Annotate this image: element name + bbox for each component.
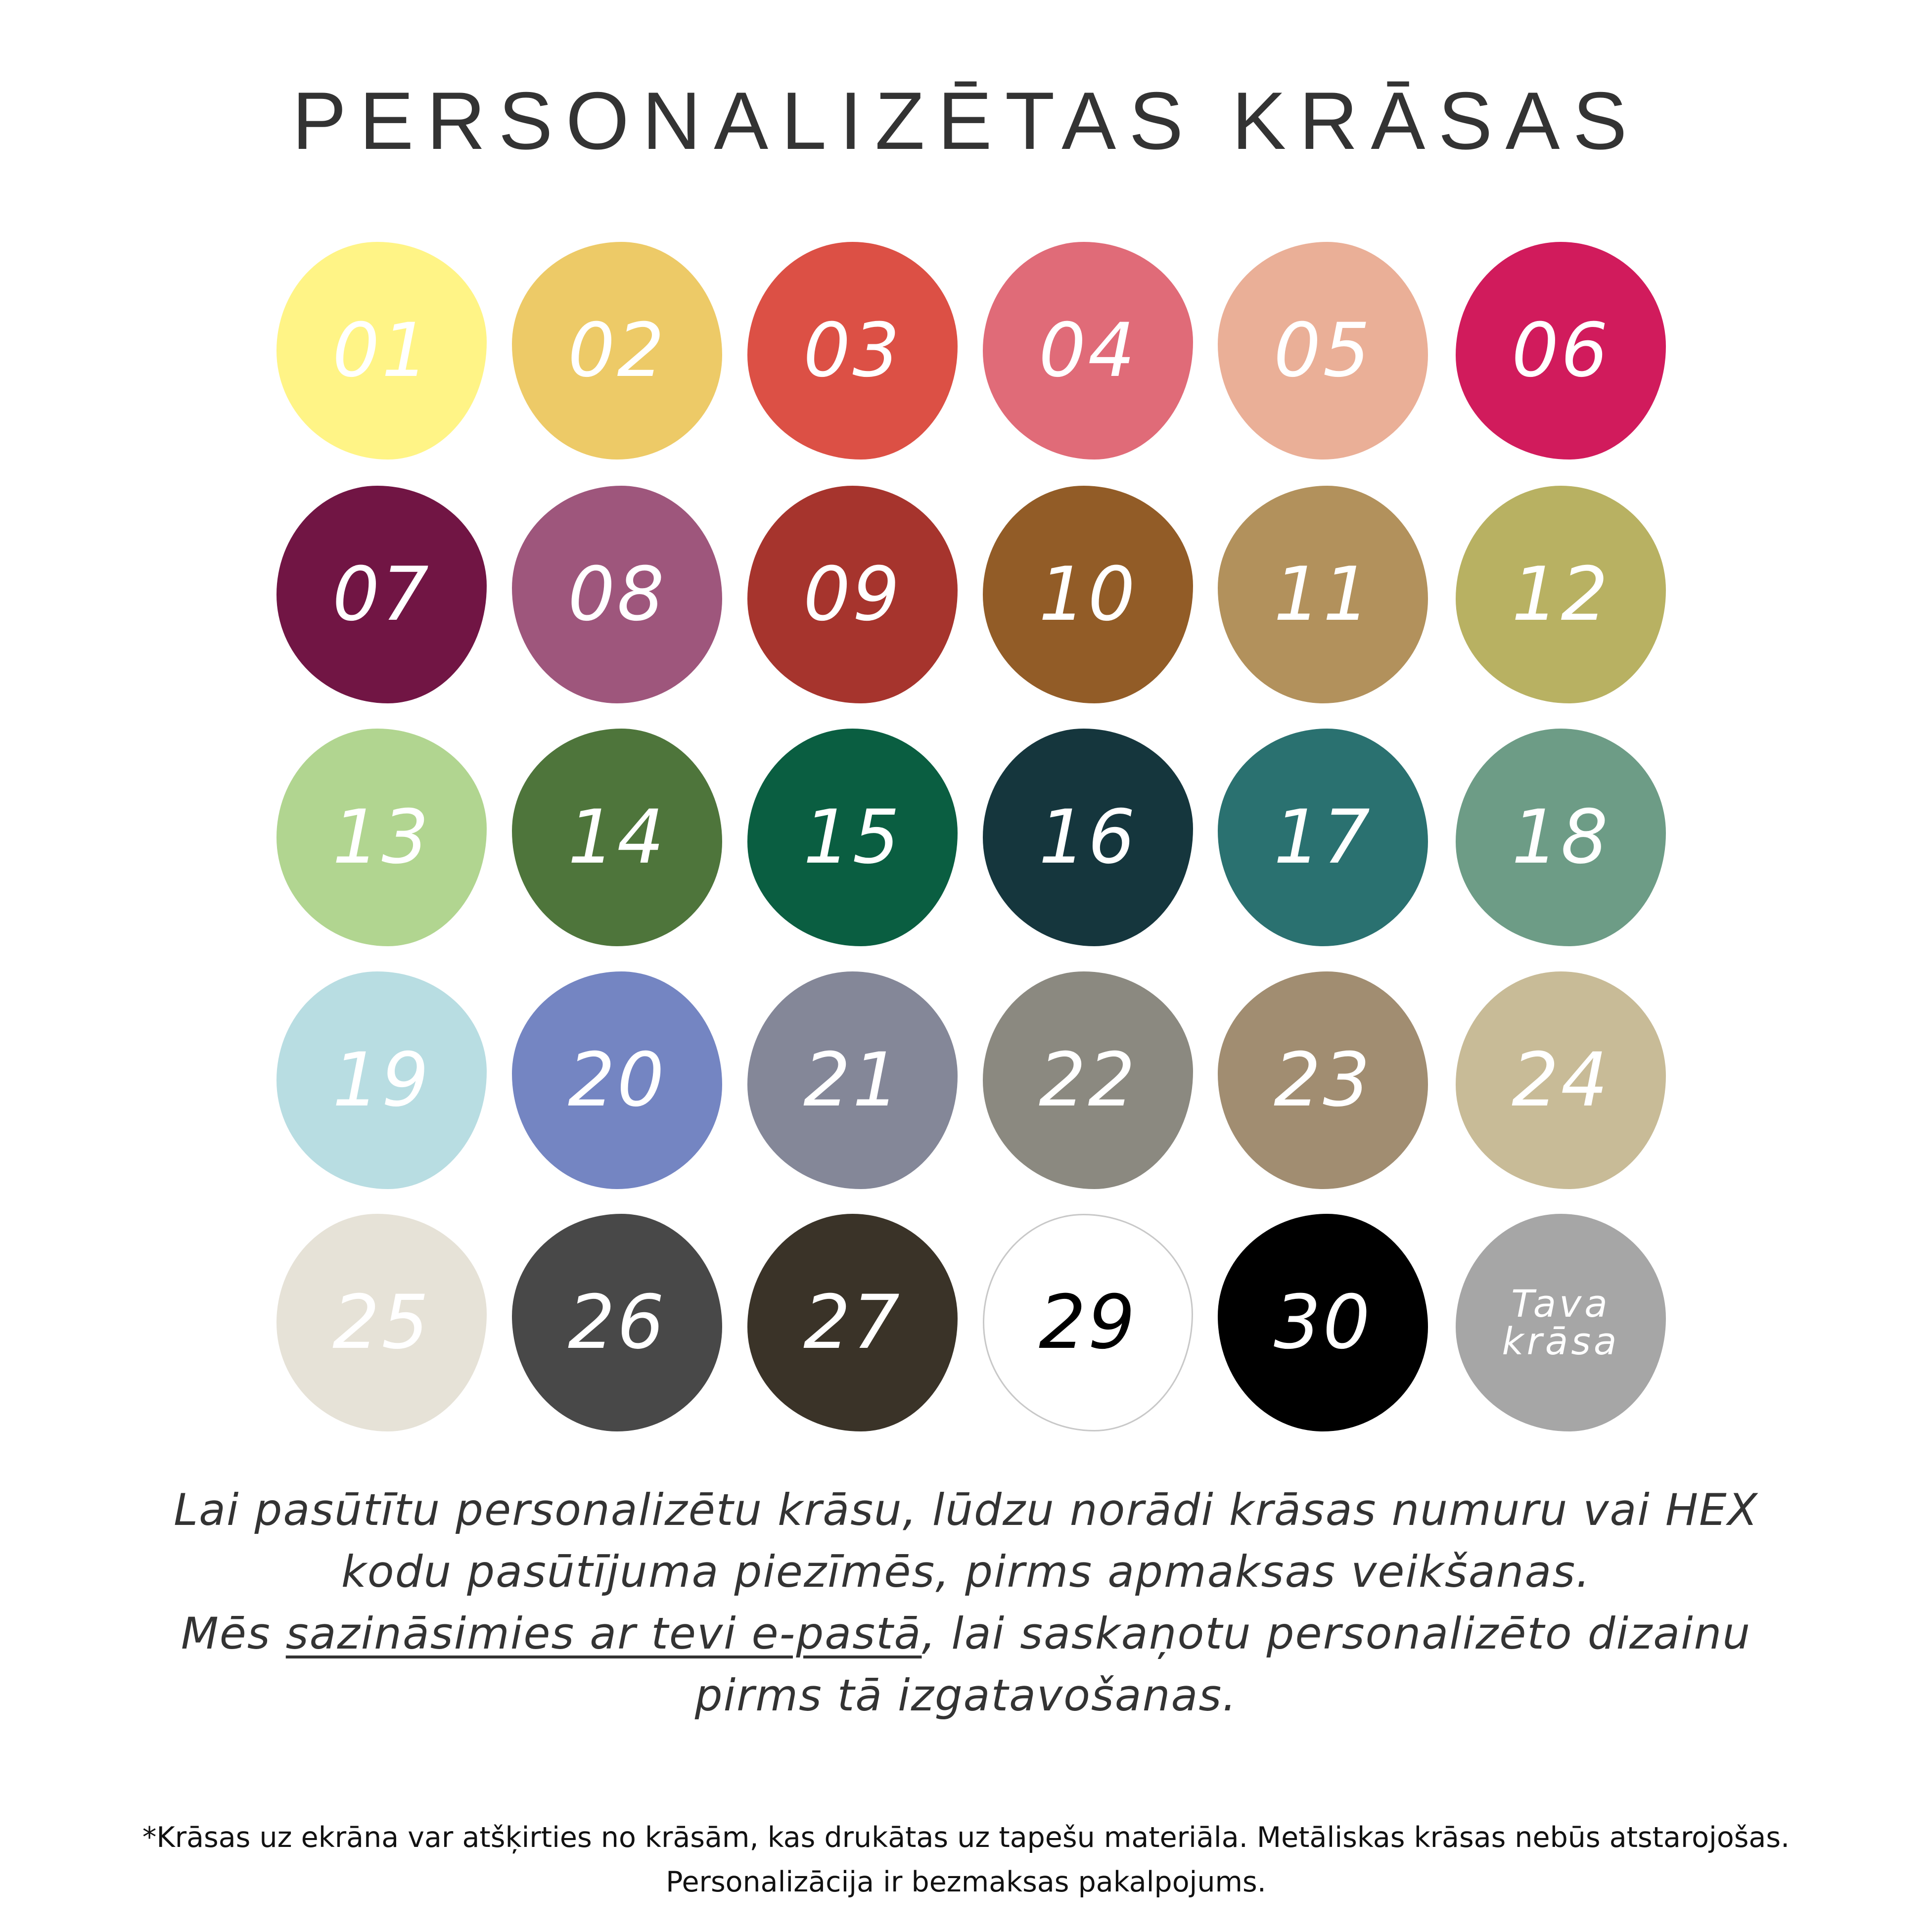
color-swatch[interactable]: Tava krāsa: [1456, 1214, 1666, 1431]
color-swatch[interactable]: 19: [276, 971, 487, 1189]
instructions-text-segment: , lai saskaņotu personalizēto dizainu: [921, 1608, 1751, 1659]
color-swatch[interactable]: 12: [1456, 486, 1666, 703]
color-swatch[interactable]: 01: [276, 242, 487, 460]
instructions-line: kodu pasūtījuma piezīmēs, pirms apmaksas…: [341, 1546, 1591, 1597]
swatch-label: 07: [332, 552, 431, 638]
color-swatch[interactable]: 03: [747, 242, 958, 460]
swatch-label: 02: [568, 308, 666, 394]
color-swatch[interactable]: 13: [276, 729, 487, 946]
color-swatch[interactable]: 06: [1456, 242, 1666, 460]
color-swatch[interactable]: 21: [747, 971, 958, 1189]
swatch-label: 30: [1274, 1280, 1372, 1366]
swatch-label: 18: [1512, 794, 1610, 880]
color-swatch[interactable]: 05: [1218, 242, 1428, 460]
swatch-label: 05: [1274, 308, 1372, 394]
color-swatch[interactable]: 16: [983, 729, 1193, 946]
swatch-label: 23: [1274, 1037, 1372, 1123]
color-swatch[interactable]: 15: [747, 729, 958, 946]
swatch-label: 21: [803, 1037, 902, 1123]
email-contact-link[interactable]: sazināsimies ar tevi e-pastā: [285, 1608, 922, 1659]
swatch-label: 27: [803, 1280, 902, 1366]
color-swatch[interactable]: 02: [512, 242, 722, 460]
swatch-label: 04: [1039, 308, 1137, 394]
color-swatch[interactable]: 24: [1456, 971, 1666, 1189]
swatch-label: 11: [1274, 552, 1372, 638]
swatch-label: 16: [1039, 794, 1137, 880]
color-swatch[interactable]: 04: [983, 242, 1193, 460]
swatch-label: 08: [568, 552, 666, 638]
color-swatch[interactable]: 29: [983, 1214, 1193, 1431]
swatch-label: 19: [332, 1037, 431, 1123]
color-swatch[interactable]: 10: [983, 486, 1193, 703]
swatch-label: 13: [332, 794, 431, 880]
color-swatch[interactable]: 14: [512, 729, 722, 946]
page-title: PERSONALIZĒTAS KRĀSAS: [292, 75, 1640, 166]
swatch-label: 26: [568, 1280, 666, 1366]
swatch-label: 06: [1512, 308, 1610, 394]
swatch-label: 15: [803, 794, 902, 880]
swatch-label: 24: [1512, 1037, 1610, 1123]
swatch-label: 12: [1512, 552, 1610, 638]
instructions-text: Lai pasūtītu personalizētu krāsu, lūdzu …: [0, 1479, 1932, 1726]
color-swatch[interactable]: 07: [276, 486, 487, 703]
color-swatch[interactable]: 30: [1218, 1214, 1428, 1431]
swatch-label: 29: [1039, 1280, 1137, 1366]
color-swatch[interactable]: 20: [512, 971, 722, 1189]
swatch-label: Tava krāsa: [1502, 1282, 1620, 1363]
instructions-line: Lai pasūtītu personalizētu krāsu, lūdzu …: [174, 1484, 1758, 1535]
swatch-label: 14: [568, 794, 666, 880]
swatch-label: 17: [1274, 794, 1372, 880]
color-swatch[interactable]: 23: [1218, 971, 1428, 1189]
color-swatch[interactable]: 26: [512, 1214, 722, 1431]
footer-note: *Krāsas uz ekrāna var atšķirties no krās…: [0, 1815, 1932, 1904]
color-swatch[interactable]: 09: [747, 486, 958, 703]
footer-line: Personalizācija ir bezmaksas pakalpojums…: [666, 1866, 1266, 1898]
footer-line: *Krāsas uz ekrāna var atšķirties no krās…: [142, 1821, 1790, 1854]
color-swatch[interactable]: 18: [1456, 729, 1666, 946]
color-swatch[interactable]: 08: [512, 486, 722, 703]
swatch-label: 25: [332, 1280, 431, 1366]
instructions-line: Mēs sazināsimies ar tevi e-pastā, lai sa…: [0, 1603, 1932, 1664]
swatch-label: 01: [332, 308, 431, 394]
color-swatch[interactable]: 11: [1218, 486, 1428, 703]
swatch-label: 10: [1039, 552, 1137, 638]
color-swatch[interactable]: 27: [747, 1214, 958, 1431]
swatch-label: 22: [1039, 1037, 1137, 1123]
swatch-label: 09: [803, 552, 902, 638]
color-swatch[interactable]: 17: [1218, 729, 1428, 946]
color-swatch-grid: 01 02 03 04 05 06 07 08 09 10 11 12 13 14 15 16 17 18 19 20…: [276, 242, 1666, 1431]
instructions-line: pirms tā izgatavošanas.: [694, 1670, 1238, 1721]
instructions-text-segment: Mēs: [181, 1608, 286, 1659]
color-swatch[interactable]: 25: [276, 1214, 487, 1431]
swatch-label: 03: [803, 308, 902, 394]
color-swatch[interactable]: 22: [983, 971, 1193, 1189]
swatch-label: 20: [568, 1037, 666, 1123]
